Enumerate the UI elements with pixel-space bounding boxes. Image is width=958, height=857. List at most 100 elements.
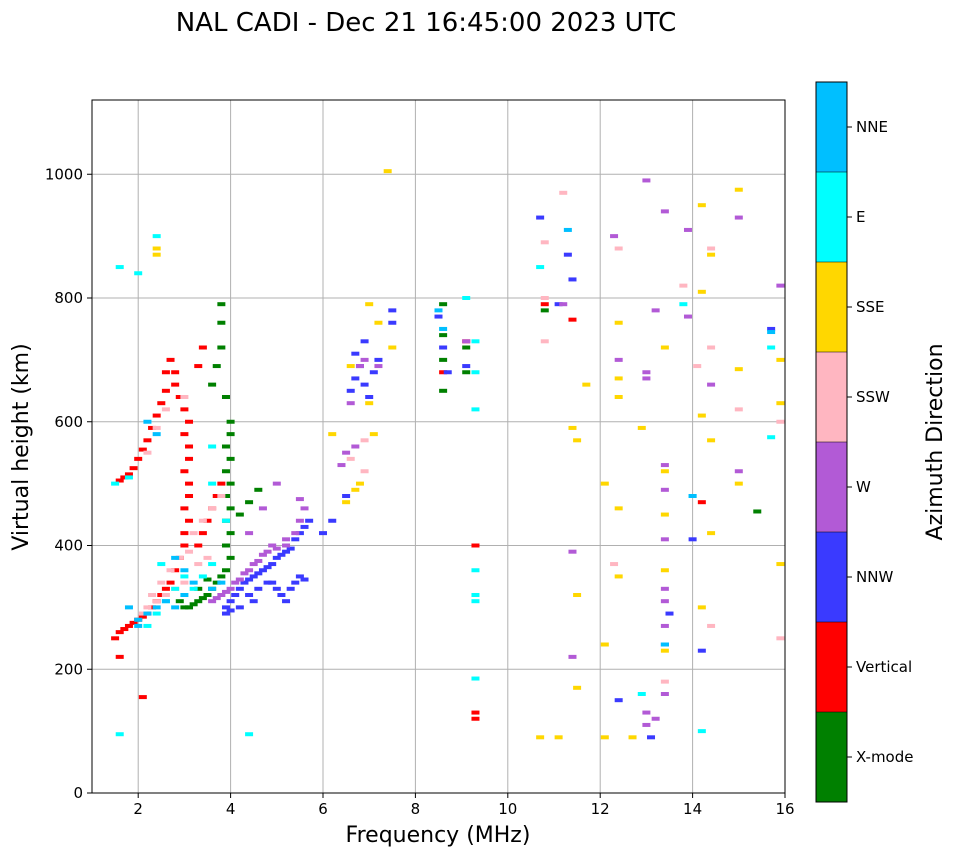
data-point-e [679, 302, 688, 307]
data-point-nnw [263, 580, 272, 585]
data-point-vertical [185, 518, 194, 523]
data-point-w [734, 469, 743, 474]
data-point-nnw [568, 277, 577, 282]
data-point-w [660, 623, 669, 628]
data-point-sse [328, 432, 337, 437]
data-point-x-mode [439, 388, 448, 393]
data-point-nne [434, 308, 443, 313]
x-tick-label: 6 [318, 800, 328, 818]
data-point-w [660, 537, 669, 542]
data-point-ssw [707, 345, 716, 350]
colorbar-label: SSE [856, 298, 885, 316]
data-point-nne [180, 568, 189, 573]
colorbar-label: E [856, 208, 865, 226]
data-point-nnw [268, 580, 277, 585]
data-point-w [291, 531, 300, 536]
data-point-x-mode [198, 596, 207, 601]
data-point-nne [134, 617, 143, 622]
data-point-e [115, 265, 124, 270]
data-point-e [767, 345, 776, 350]
data-point-nnw [614, 698, 623, 703]
data-point-x-mode [175, 599, 184, 604]
data-point-ssw [175, 555, 184, 560]
data-point-nnw [263, 565, 272, 570]
data-point-vertical [138, 695, 147, 700]
data-point-vertical [203, 518, 212, 523]
data-point-sse [351, 487, 360, 492]
data-point-x-mode [221, 395, 230, 399]
data-point-nne [124, 605, 133, 610]
data-point-sse [573, 685, 582, 690]
data-point-nnw [665, 611, 674, 616]
data-point-x-mode [185, 605, 194, 610]
data-point-nnw [563, 252, 572, 257]
data-point-e [171, 586, 180, 591]
data-point-nnw [221, 605, 230, 610]
data-point-nnw [328, 518, 337, 523]
data-point-nnw [554, 302, 563, 307]
colorbar-label: NNE [856, 118, 888, 136]
data-point-x-mode [254, 487, 263, 492]
data-point-x-mode [226, 432, 235, 437]
data-point-x-mode [203, 593, 212, 597]
data-point-w [660, 209, 669, 214]
y-ticks: 0 200 400 600 800 1000 [45, 165, 92, 802]
x-tick-label: 12 [591, 800, 610, 818]
data-point-nnw [647, 735, 656, 740]
data-point-nnw [249, 574, 258, 579]
data-point-w [776, 283, 785, 288]
data-point-sse [660, 568, 669, 573]
data-point-vertical [171, 382, 180, 387]
data-point-nnw [245, 577, 254, 582]
data-point-w [462, 339, 471, 344]
data-point-w [660, 487, 669, 492]
data-point-nnw [231, 593, 240, 597]
data-point-vertical [198, 531, 207, 536]
data-point-e [471, 370, 480, 375]
data-point-x-mode [189, 602, 198, 607]
data-point-nnw [369, 370, 378, 375]
data-point-w [337, 463, 346, 468]
data-point-ssw [138, 611, 147, 616]
data-point-w [559, 302, 568, 307]
data-point-nnw [374, 357, 383, 362]
data-point-w [226, 586, 235, 591]
data-point-ssw [540, 240, 549, 245]
data-point-e [767, 435, 776, 440]
data-point-vertical [166, 357, 175, 362]
data-point-nne [208, 586, 217, 591]
data-point-e [180, 574, 189, 579]
data-point-nne [152, 432, 161, 437]
data-point-ssw [198, 518, 207, 523]
colorbar-swatch-vertical [816, 622, 847, 712]
data-point-e [198, 574, 207, 579]
data-point-w [221, 589, 230, 594]
data-point-e [462, 296, 471, 300]
data-point-w [355, 364, 364, 369]
colorbar-swatch-nnw [816, 532, 847, 622]
data-point-w [568, 654, 577, 659]
data-point-nne [134, 623, 143, 628]
data-point-nnw [300, 577, 309, 582]
data-point-vertical [143, 438, 152, 443]
data-point-nnw [536, 215, 545, 220]
colorbar-label: W [856, 478, 871, 496]
data-point-x-mode [212, 580, 221, 585]
data-point-vertical [180, 506, 189, 511]
data-point-ssw [148, 593, 157, 597]
data-point-w [568, 549, 577, 554]
colorbar-title: Azimuth Direction [923, 343, 948, 540]
data-point-nnw [351, 351, 360, 356]
data-point-sse [660, 648, 669, 653]
x-tick-label: 2 [133, 800, 143, 818]
x-tick-label: 8 [411, 800, 421, 818]
data-point-x-mode [217, 345, 226, 350]
data-point-nnw [346, 388, 355, 393]
data-point-vertical [148, 605, 157, 610]
data-point-sse [637, 425, 646, 430]
data-point-vertical [161, 370, 170, 375]
data-point-nnw [226, 599, 235, 604]
y-tick-label: 0 [73, 784, 83, 802]
data-point-w [614, 357, 623, 362]
data-point-vertical [185, 494, 194, 498]
